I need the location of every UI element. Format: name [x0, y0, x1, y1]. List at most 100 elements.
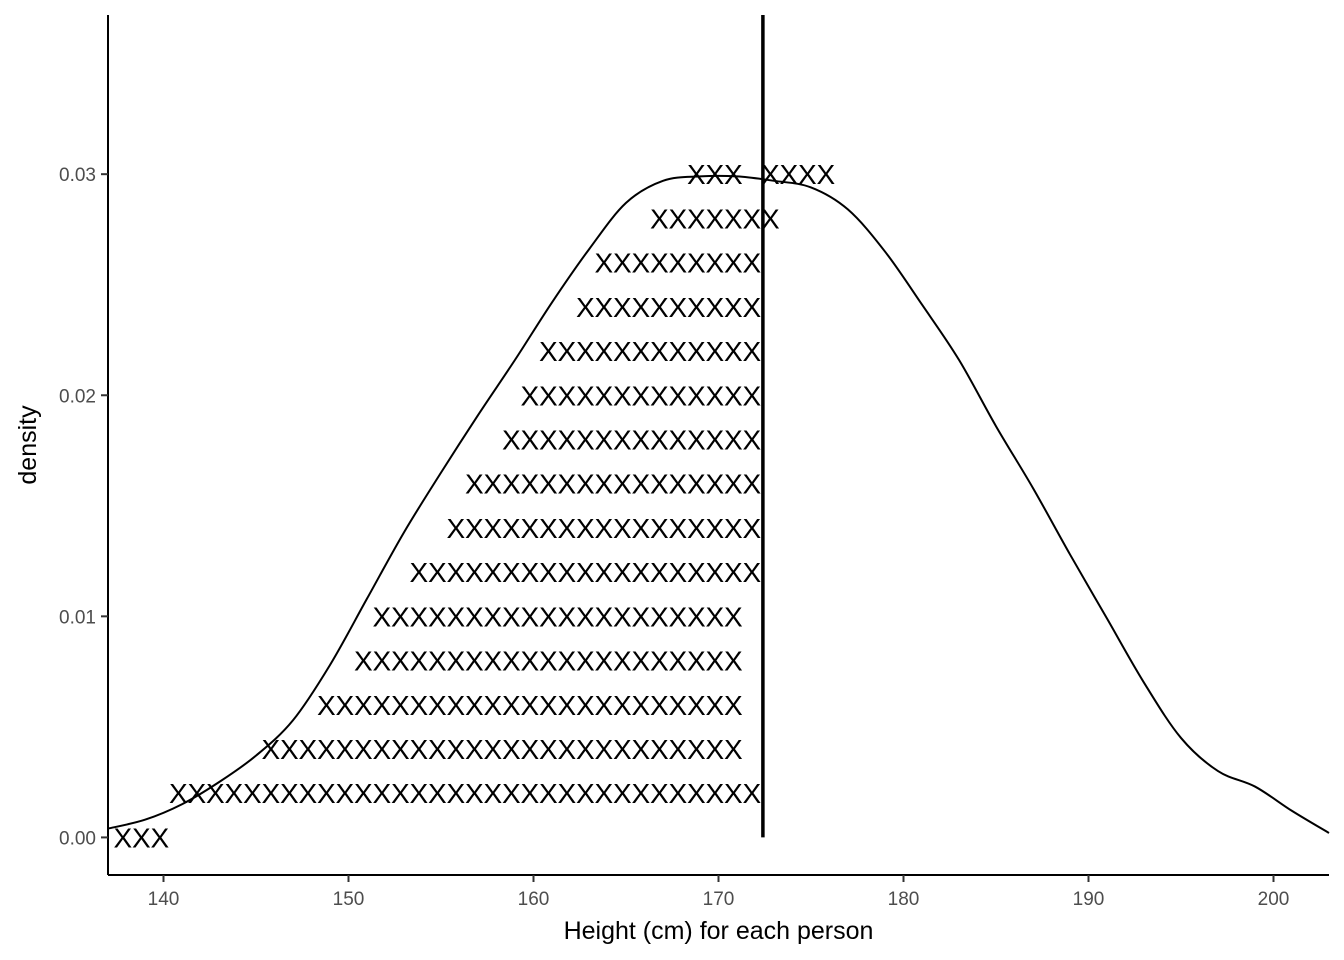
x-marker: X: [761, 203, 780, 234]
x-marker: X: [742, 557, 761, 588]
y-tick-label: 0.00: [59, 828, 96, 849]
x-marker: X: [557, 424, 576, 455]
x-marker: X: [557, 513, 576, 544]
x-marker: X: [650, 734, 669, 765]
x-marker: X: [465, 734, 484, 765]
x-marker: X: [613, 690, 632, 721]
x-marker: X: [354, 778, 373, 809]
x-marker: X: [631, 557, 650, 588]
x-tick-label: 200: [1258, 889, 1290, 910]
x-marker: X: [465, 646, 484, 677]
x-marker: X: [668, 336, 687, 367]
x-marker: X: [502, 690, 521, 721]
x-marker: X: [261, 734, 280, 765]
x-marker: X: [668, 513, 687, 544]
x-marker: X: [576, 336, 595, 367]
x-marker: X: [613, 248, 632, 279]
x-marker: X: [724, 248, 743, 279]
x-marker: X: [502, 557, 521, 588]
x-marker: X: [705, 336, 724, 367]
x-marker: X: [631, 336, 650, 367]
x-marker: X: [354, 646, 373, 677]
y-tick-label: 0.02: [59, 386, 96, 407]
x-marker: X: [631, 734, 650, 765]
x-marker: X: [428, 734, 447, 765]
x-marker: X: [428, 646, 447, 677]
x-marker: X: [668, 203, 687, 234]
x-marker: X: [687, 336, 706, 367]
x-marker: X: [446, 557, 465, 588]
x-marker: X: [465, 690, 484, 721]
x-marker: X: [668, 424, 687, 455]
x-marker: X: [798, 159, 817, 190]
x-marker: X: [687, 646, 706, 677]
x-marker: X: [354, 690, 373, 721]
x-marker: X: [631, 690, 650, 721]
x-marker: X: [650, 778, 669, 809]
x-marker: X: [631, 778, 650, 809]
x-marker: X: [520, 469, 539, 500]
x-marker: X: [428, 778, 447, 809]
x-marker: X: [391, 690, 410, 721]
x-marker: X: [650, 292, 669, 323]
x-marker: X: [520, 380, 539, 411]
x-marker: X: [724, 292, 743, 323]
x-marker: X: [206, 778, 225, 809]
chart-marks: X X XX X X X X X X X X X X X X X X X X X X X X X X X X X X X X X X XX X X X X…: [113, 159, 835, 853]
x-marker: X: [613, 336, 632, 367]
x-marker: X: [742, 778, 761, 809]
x-marker: X: [668, 248, 687, 279]
x-marker: X: [557, 557, 576, 588]
x-marker: X: [594, 690, 613, 721]
x-marker: X: [724, 159, 743, 190]
x-marker: X: [502, 424, 521, 455]
x-marker: X: [724, 778, 743, 809]
x-marker: X: [613, 424, 632, 455]
x-marker: X: [520, 601, 539, 632]
x-marker: X: [428, 601, 447, 632]
x-marker: X: [724, 690, 743, 721]
x-marker: X: [650, 513, 669, 544]
x-marker: X: [742, 424, 761, 455]
x-tick-label: 160: [518, 889, 550, 910]
x-marker: X: [539, 690, 558, 721]
x-marker: X: [650, 469, 669, 500]
x-marker: X: [705, 469, 724, 500]
x-marker: X: [539, 469, 558, 500]
x-marker: X: [724, 469, 743, 500]
x-marker: X: [502, 778, 521, 809]
x-marker: X: [465, 778, 484, 809]
x-marker: X: [576, 690, 595, 721]
y-axis-ticks: 0.00 0.01 0.02 0.03: [59, 165, 108, 849]
x-marker: X: [539, 380, 558, 411]
x-marker: X: [391, 734, 410, 765]
x-marker: X: [557, 646, 576, 677]
x-marker: X: [557, 778, 576, 809]
x-marker: X: [483, 646, 502, 677]
x-marker: X: [539, 601, 558, 632]
x-marker: X: [613, 646, 632, 677]
x-marker: X: [631, 292, 650, 323]
x-marker: X: [428, 690, 447, 721]
x-marker: X: [668, 469, 687, 500]
x-marker: X: [631, 380, 650, 411]
x-marker: X: [372, 646, 391, 677]
x-marker: X: [705, 734, 724, 765]
x-marker: X: [372, 601, 391, 632]
x-marker: X: [483, 557, 502, 588]
x-marker: X: [372, 690, 391, 721]
x-marker: X: [557, 734, 576, 765]
x-marker: X: [724, 734, 743, 765]
x-marker: X: [576, 557, 595, 588]
x-marker: X: [539, 513, 558, 544]
x-marker: X: [280, 734, 299, 765]
x-marker: X: [224, 778, 243, 809]
x-marker: X: [576, 778, 595, 809]
x-marker: X: [650, 557, 669, 588]
x-marker: X: [613, 513, 632, 544]
x-marker: X: [594, 248, 613, 279]
x-marker: X: [724, 424, 743, 455]
x-marker: X: [280, 778, 299, 809]
x-marker: X: [594, 513, 613, 544]
